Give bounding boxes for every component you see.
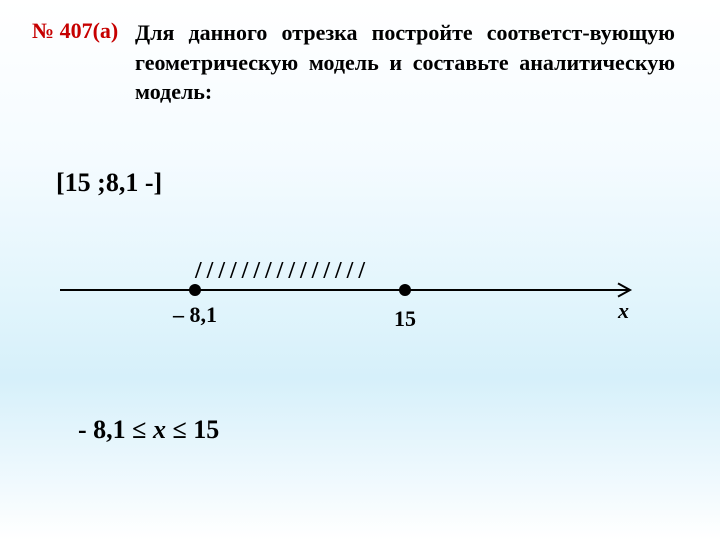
number-line: х – 8,1 15 [60, 240, 660, 360]
inequality-right: ≤ 15 [166, 415, 219, 444]
task-number: № 407(а) [32, 18, 118, 44]
inequality-variable: x [153, 415, 166, 444]
analytic-model: - 8,1 ≤ x ≤ 15 [78, 415, 219, 445]
svg-text:– 8,1: – 8,1 [172, 302, 217, 327]
task-text: Для данного отрезка постройте соответст-… [135, 18, 675, 107]
number-line-svg: х – 8,1 15 [60, 240, 660, 360]
svg-text:15: 15 [394, 306, 416, 331]
svg-text:х: х [617, 298, 629, 323]
inequality-left: - 8,1 ≤ [78, 415, 153, 444]
interval-notation: [15 ;8,1 -] [56, 168, 162, 198]
